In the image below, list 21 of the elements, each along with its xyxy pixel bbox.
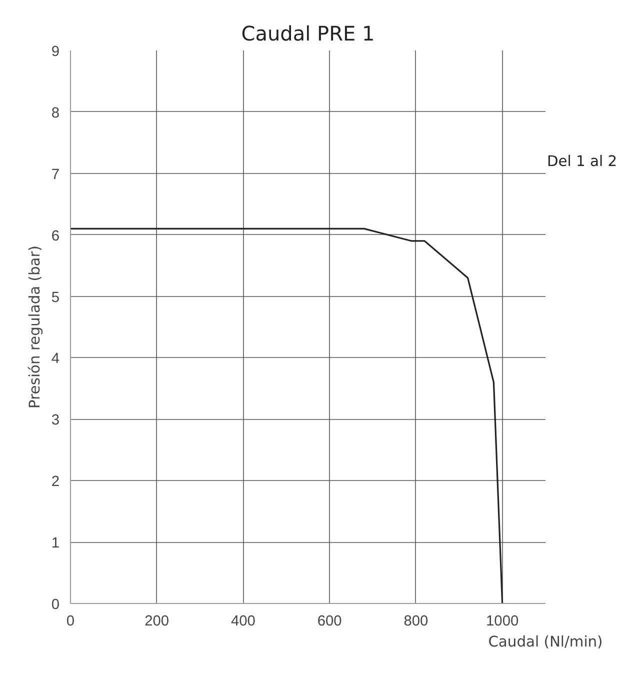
- x-tick-label: 0: [66, 614, 75, 630]
- y-tick-label: 7: [51, 166, 60, 183]
- y-tick-label: 1: [51, 536, 60, 552]
- x-tick-label: 600: [317, 614, 342, 630]
- y-tick-label: 9: [51, 44, 60, 60]
- line-series: [70, 228, 504, 604]
- x-tick-label: 400: [231, 614, 256, 630]
- x-axis-title: Caudal (Nl/min): [488, 634, 603, 650]
- x-tick-label: 1000: [486, 614, 519, 630]
- y-tick-label: 0: [51, 597, 60, 613]
- chart-title: Caudal PRE 1: [241, 22, 375, 46]
- y-tick-label: 5: [51, 290, 60, 306]
- y-axis-title: Presión regulada (bar): [26, 246, 44, 408]
- y-tick-label: 4: [51, 351, 60, 368]
- y-tick-label: 6: [51, 228, 60, 244]
- text: Del 1 al 2: [547, 152, 618, 172]
- x-tick-label: 800: [404, 614, 428, 630]
- y-tick-label: 3: [51, 412, 60, 429]
- y-tick-label: 8: [51, 105, 60, 122]
- y-tick-label: 2: [51, 474, 60, 490]
- x-tick-label: 200: [144, 614, 170, 630]
